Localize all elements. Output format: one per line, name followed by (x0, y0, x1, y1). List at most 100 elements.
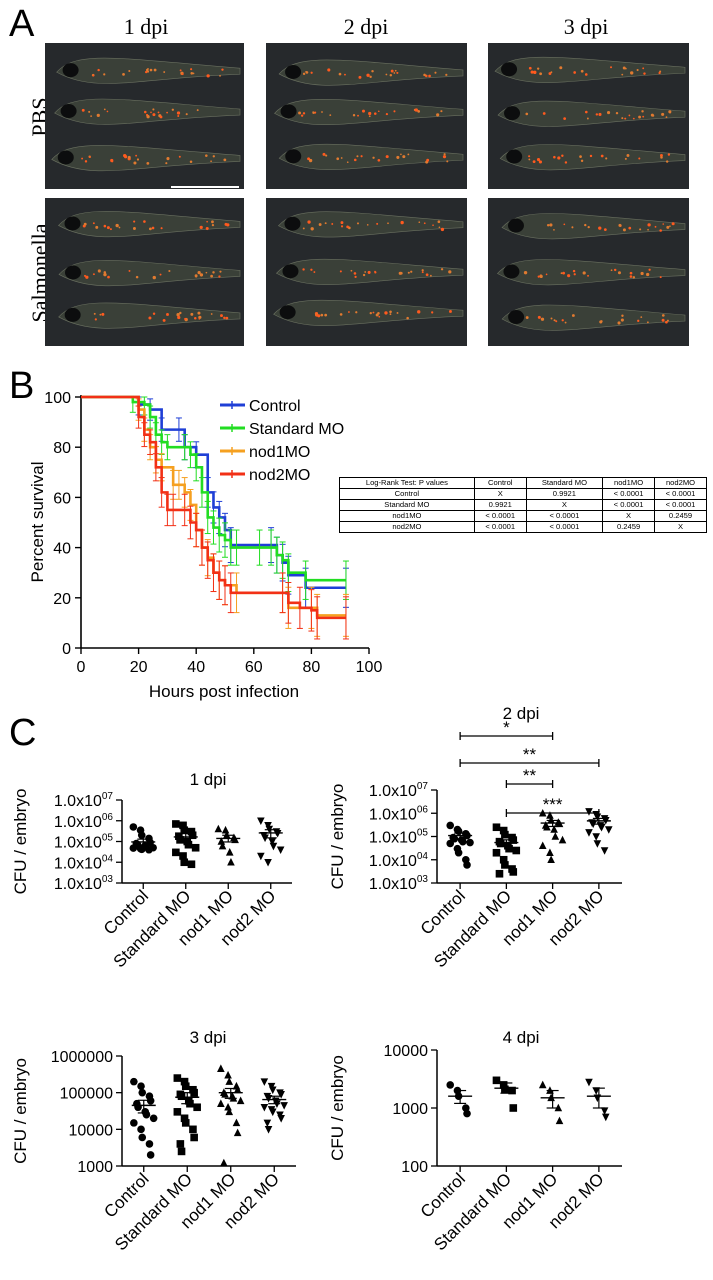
fluorescence-dot (348, 311, 350, 313)
data-point (188, 831, 197, 840)
fish-eye (64, 216, 81, 231)
chart-title: 3 dpi (190, 1028, 227, 1047)
fluorescence-dot (586, 117, 589, 120)
fluorescence-dot (617, 321, 621, 325)
significance-label: * (503, 718, 510, 737)
fluorescence-dot (98, 270, 101, 273)
fluorescence-dot (122, 73, 125, 76)
data-point (547, 855, 555, 864)
fluorescence-dot (206, 74, 210, 78)
fluorescence-dot (646, 272, 650, 277)
data-point (546, 848, 554, 857)
fluorescence-dot (189, 160, 193, 163)
fish-body (58, 302, 241, 329)
fluorescence-dot (659, 276, 662, 279)
data-point (585, 829, 593, 837)
fluorescence-dot (440, 110, 443, 113)
column-heading-3dpi: 3 dpi (563, 14, 609, 39)
column-heading-1dpi: 1 dpi (123, 14, 169, 39)
fluorescence-dot (610, 66, 613, 69)
data-point (217, 1099, 225, 1108)
fluorescence-dot (317, 314, 321, 318)
fluorescence-dot (613, 268, 617, 272)
fluorescence-dot (542, 112, 546, 115)
fluorescence-dot (647, 228, 649, 231)
fluorescence-dot (96, 113, 100, 117)
fluorescence-dot (324, 313, 328, 317)
data-point (600, 847, 609, 855)
fluorescence-dot (181, 73, 184, 76)
fluorescence-dot (368, 111, 372, 116)
data-point (179, 852, 187, 860)
fluorescence-dot (148, 316, 152, 320)
fish-eye (501, 62, 518, 77)
data-point (597, 823, 606, 832)
fish-body (501, 304, 686, 331)
data-point (459, 837, 467, 846)
fluorescence-dot (92, 273, 95, 276)
y-tick-label: 100 (401, 1159, 428, 1176)
fluorescence-dot (580, 69, 584, 73)
fluorescence-dot (171, 108, 174, 111)
data-point (181, 1082, 190, 1091)
y-tick-label: 1.0x1005 (369, 828, 429, 847)
fluorescence-dot (539, 274, 543, 279)
y-tick-label: 1.0x1004 (369, 851, 429, 870)
fluorescence-dot (607, 111, 611, 115)
fluorescence-dot (168, 269, 171, 273)
fluorescence-dot (442, 155, 447, 159)
data-point (257, 817, 265, 826)
fluorescence-dot (528, 66, 532, 70)
data-point (538, 841, 547, 850)
y-tick-label: 60 (53, 490, 71, 507)
fluorescence-dot (372, 156, 375, 159)
fluorescence-dot (353, 272, 357, 275)
data-point (512, 846, 521, 855)
fluorescence-dot (589, 154, 593, 158)
x-tick-label: 40 (187, 659, 205, 676)
fluorescence-dot (210, 313, 213, 315)
fluorescence-dot (110, 158, 114, 163)
fluorescence-dot (559, 66, 563, 70)
fluorescence-dot (438, 226, 441, 229)
y-axis-label: CFU / embryo (328, 1055, 347, 1161)
fluorescence-dot (407, 153, 410, 156)
data-point (225, 848, 234, 856)
fish-eye (282, 264, 299, 279)
fish-eye (504, 106, 521, 121)
table-cell: 0.2459 (602, 521, 656, 533)
fluorescence-dot (660, 154, 663, 157)
fluorescence-dot (621, 314, 624, 317)
data-point (180, 1114, 189, 1123)
fluorescence-dot (307, 220, 311, 224)
fluorescence-dot (665, 116, 668, 119)
fluorescence-dot (196, 109, 199, 112)
fluorescence-dot (626, 154, 630, 157)
data-point (454, 848, 463, 857)
fluorescence-dot (81, 157, 84, 160)
fluorescence-dot (669, 111, 672, 114)
fluorescence-dot (555, 320, 558, 323)
data-point (492, 1076, 501, 1085)
fluorescence-dot (573, 71, 576, 74)
fluorescence-dot (610, 269, 613, 272)
fluorescence-dot (369, 75, 372, 79)
fluorescence-dot (177, 114, 180, 118)
data-point (501, 1085, 509, 1094)
data-point (180, 826, 189, 835)
fluorescence-dot (384, 311, 388, 315)
data-point (225, 1077, 234, 1085)
fish-body (278, 211, 464, 238)
fluorescence-dot (92, 74, 95, 77)
fluorescence-dot (103, 224, 107, 228)
data-point (495, 869, 504, 878)
fluorescence-dot (90, 115, 93, 117)
data-point (129, 823, 138, 831)
fish-eye (507, 218, 524, 233)
fluorescence-dot (639, 228, 642, 231)
fluorescence-dot (624, 157, 627, 160)
fluorescence-dot (666, 319, 669, 322)
data-point (268, 1086, 277, 1095)
data-point (257, 852, 265, 861)
